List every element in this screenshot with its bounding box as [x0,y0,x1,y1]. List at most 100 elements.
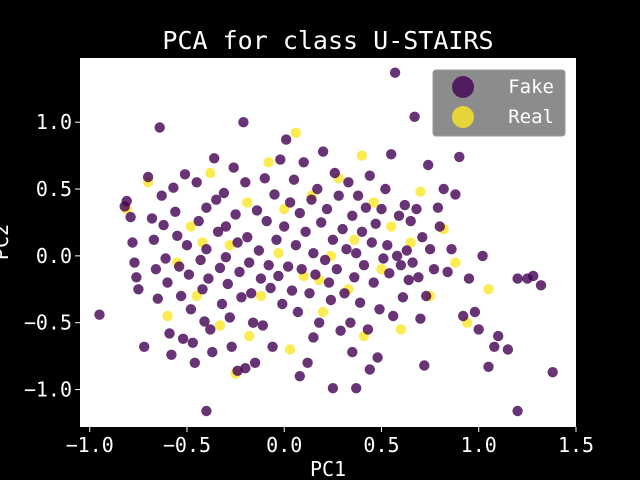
point-fake-78 [275,154,286,165]
point-fake-158 [434,221,445,232]
point-fake-138 [391,250,403,262]
point-fake-50 [220,252,232,263]
point-fake-92 [302,357,313,368]
point-fake-169 [483,361,494,372]
point-fake-152 [419,360,430,371]
point-fake-67 [253,245,265,256]
chart-title: PCA for class U-STAIRS [162,26,493,55]
point-fake-122 [360,202,372,213]
point-fake-173 [512,273,523,284]
point-real-12 [273,248,284,259]
point-fake-40 [203,273,214,284]
point-fake-61 [242,232,253,243]
point-fake-55 [230,209,241,220]
point-fake-145 [405,215,416,227]
point-fake-108 [333,190,344,201]
y-tick-label-1: −0.5 [24,311,72,335]
point-fake-14 [154,122,165,133]
point-fake-59 [238,117,249,128]
point-fake-2 [121,195,132,207]
point-real-3 [185,221,197,232]
point-fake-160 [442,266,453,278]
point-fake-57 [234,266,245,278]
point-fake-44 [211,194,222,205]
point-fake-111 [339,288,350,299]
point-fake-100 [317,146,329,157]
point-fake-72 [263,260,274,271]
point-fake-130 [376,203,387,215]
point-fake-98 [314,317,325,328]
point-fake-118 [352,190,364,201]
point-real-9 [242,197,253,208]
legend-label-real: Real [508,106,554,128]
x-tick-label-5: 1.5 [558,433,594,457]
point-fake-172 [502,344,514,355]
point-real-37 [279,203,290,215]
point-fake-166 [469,306,481,318]
point-fake-45 [212,226,224,237]
point-fake-71 [261,215,272,227]
point-fake-88 [294,207,305,219]
point-fake-151 [417,232,428,243]
point-fake-99 [316,217,327,228]
point-fake-4 [127,237,138,248]
point-fake-84 [286,285,298,296]
point-fake-73 [265,282,276,294]
point-fake-60 [240,177,251,188]
point-fake-139 [393,210,405,221]
point-fake-83 [284,197,296,208]
point-fake-165 [463,273,475,284]
point-fake-19 [164,328,175,339]
x-tick-label-1: −0.5 [163,433,211,457]
point-fake-86 [290,240,302,251]
point-fake-17 [160,253,171,264]
point-fake-66 [251,205,263,216]
point-real-33 [483,284,494,295]
point-fake-144 [403,274,414,286]
point-fake-26 [177,333,189,344]
point-fake-153 [421,290,432,302]
point-fake-143 [401,245,412,256]
point-fake-170 [489,341,500,352]
point-fake-12 [150,264,162,275]
point-real-14 [290,127,302,139]
point-fake-77 [273,270,284,282]
scatter-points [94,67,558,417]
point-fake-11 [148,234,160,245]
point-fake-23 [172,230,183,241]
point-fake-10 [146,213,158,224]
point-fake-107 [331,264,342,275]
x-tick-label-0: −1.0 [66,433,114,457]
point-fake-79 [277,298,288,310]
point-real-27 [405,237,416,248]
point-fake-46 [214,262,226,274]
point-fake-101 [319,254,331,266]
x-axis-ticks: −1.0 −0.5 0.0 0.5 1.0 1.5 [66,427,594,457]
point-fake-137 [389,67,401,78]
series-fake [94,67,558,417]
point-fake-185 [364,364,375,375]
y-axis-ticks: −1.0 −0.5 0.0 0.5 1.0 [24,110,80,402]
point-fake-54 [228,162,239,173]
point-fake-65 [249,357,261,368]
point-real-21 [349,234,360,245]
point-real-13 [284,344,296,355]
point-real-11 [263,157,274,168]
point-fake-9 [142,171,154,183]
point-fake-132 [380,183,391,195]
point-fake-135 [386,149,397,160]
point-fake-0 [94,309,105,320]
point-fake-41 [205,324,216,335]
point-fake-159 [438,183,449,195]
point-fake-180 [327,383,339,394]
point-real-26 [395,324,407,335]
point-fake-95 [308,248,319,259]
point-fake-171 [493,330,504,342]
point-fake-181 [351,383,362,394]
point-fake-64 [247,317,259,328]
point-fake-116 [349,272,360,283]
point-fake-85 [288,174,300,185]
point-fake-134 [384,268,395,279]
point-fake-49 [220,221,232,232]
point-fake-68 [255,273,267,284]
